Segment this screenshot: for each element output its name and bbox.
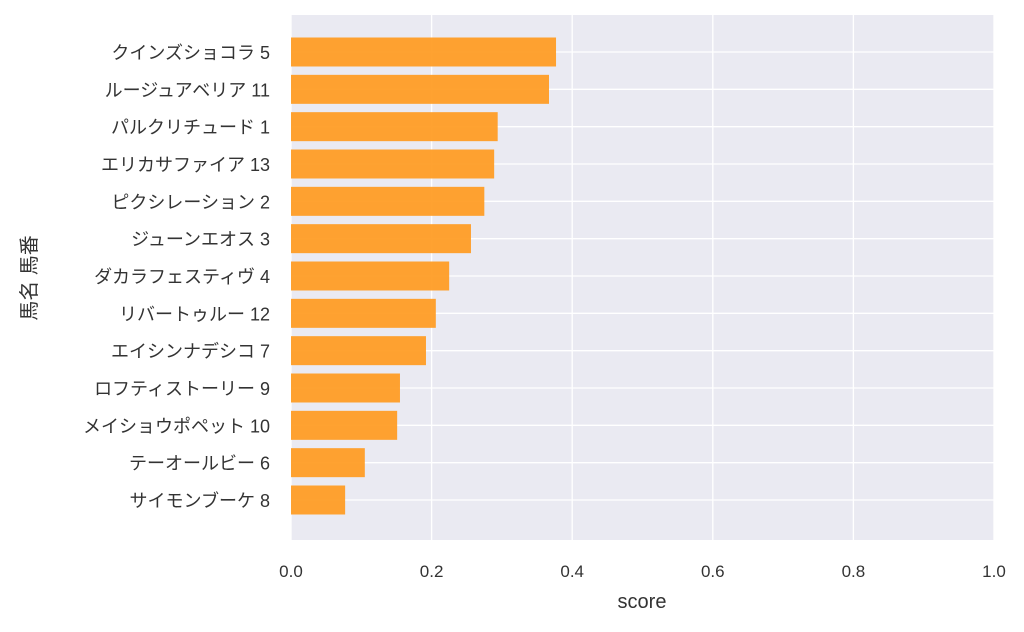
y-tick-label: パルクリチュード 1 [111, 118, 270, 138]
bar [291, 261, 450, 291]
bar [291, 149, 495, 179]
y-tick-label: ダカラフェスティヴ 4 [94, 267, 270, 287]
bar [291, 448, 365, 478]
bar [291, 298, 436, 328]
y-axis-label: 馬名 馬番 [18, 235, 41, 321]
y-tick-label: サイモンブーケ 8 [130, 490, 270, 511]
y-tick-label: クインズショコラ 5 [111, 43, 270, 63]
bar [291, 37, 557, 67]
x-tick-label: 1.0 [982, 562, 1006, 581]
x-tick-label: 0.0 [279, 562, 303, 581]
bar [291, 485, 346, 515]
y-tick-label: ピクシレーション 2 [111, 192, 270, 212]
y-tick-label: ルージュアベリア 11 [105, 80, 270, 100]
bar [291, 74, 550, 104]
x-tick-label: 0.4 [560, 562, 584, 581]
y-tick-label: エリカサファイア 13 [101, 155, 270, 175]
y-tick-label: メイショウポペット 10 [83, 416, 270, 436]
y-tick-label: テーオールビー 6 [129, 454, 270, 474]
bar [291, 410, 398, 440]
bar [291, 373, 400, 403]
y-tick-label: リバートゥルー 12 [119, 304, 270, 324]
x-tick-label: 0.6 [701, 562, 725, 581]
y-tick-label: ジューンエオス 3 [131, 230, 270, 250]
x-tick-label: 0.8 [842, 562, 866, 581]
bar [291, 112, 498, 142]
y-tick-label: エイシンナデシコ 7 [111, 342, 270, 362]
bar [291, 224, 471, 254]
x-tick-label: 0.2 [420, 562, 444, 581]
x-axis-label: score [618, 591, 667, 613]
bar [291, 186, 485, 216]
y-tick-label: ロフティストーリー 9 [94, 379, 270, 399]
bar [291, 336, 426, 366]
